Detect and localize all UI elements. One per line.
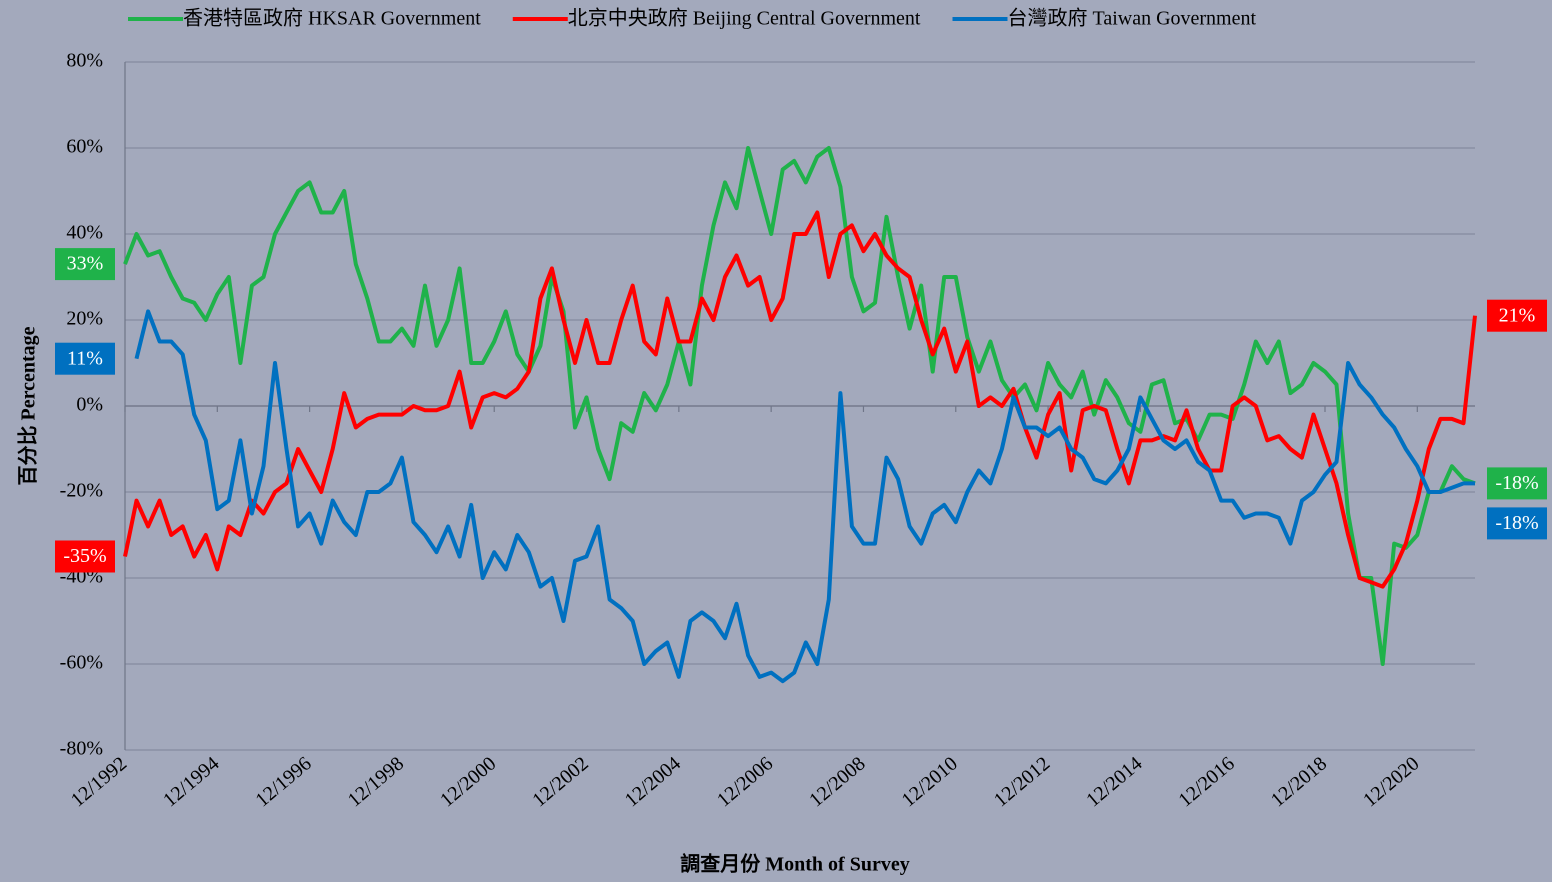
x-tick-label: 12/2020 [1359,752,1423,811]
x-tick-label: 12/2016 [1174,752,1238,811]
value-label-text: -35% [63,545,106,567]
value-label-text: 33% [67,253,104,275]
y-tick-label: 0% [76,394,103,416]
value-label-box [55,248,115,281]
x-tick-label: 12/1992 [67,752,131,811]
x-tick-label: 12/2018 [1267,752,1331,811]
y-tick-label: 60% [66,136,103,158]
legend-label: 北京中央政府 Beijing Central Government [568,7,921,30]
value-label: -18% [1487,507,1547,540]
value-label: -18% [1487,467,1547,500]
x-tick-label: 12/2014 [1082,752,1146,811]
legend-label: 台灣政府 Taiwan Government [1008,7,1257,30]
value-label-text: 21% [1499,304,1536,326]
x-tick-label: 12/1998 [344,752,408,811]
x-tick-label: 12/1994 [159,752,223,811]
series-line [123,146,1476,666]
legend-label: 香港特區政府 HKSAR Government [183,7,481,30]
x-tick-label: 12/1996 [251,752,315,811]
x-tick-label: 12/2006 [713,752,777,811]
x-tick-label: 12/2012 [990,752,1054,811]
x-tick-label: 12/2004 [621,752,685,811]
value-label: 21% [1487,299,1547,332]
series-line [134,309,1475,684]
y-tick-label: -60% [60,652,103,674]
y-tick-label: -20% [60,480,103,502]
series-line [123,210,1477,589]
value-label-box [1487,299,1547,332]
value-label-box [1487,507,1547,540]
value-label-text: -18% [1495,472,1538,494]
value-label: -35% [55,540,115,573]
value-label-box [55,540,115,573]
value-label: 11% [55,342,115,375]
x-tick-label: 12/2002 [528,752,592,811]
y-tick-label: 80% [66,50,103,72]
x-axis-title: 調查月份 Month of Survey [680,852,909,876]
y-tick-label: 40% [66,222,103,244]
x-tick-label: 12/2008 [805,752,869,811]
y-tick-label: 20% [66,308,103,330]
x-tick-label: 12/2000 [436,752,500,811]
y-tick-label: -80% [60,738,103,760]
value-label-text: -18% [1495,512,1538,534]
value-label: 33% [55,248,115,281]
x-tick-label: 12/2010 [898,752,962,811]
value-label-text: 11% [67,347,103,369]
value-label-box [55,342,115,375]
value-label-box [1487,467,1547,500]
y-axis-title: 百分比 Percentage [17,326,40,485]
